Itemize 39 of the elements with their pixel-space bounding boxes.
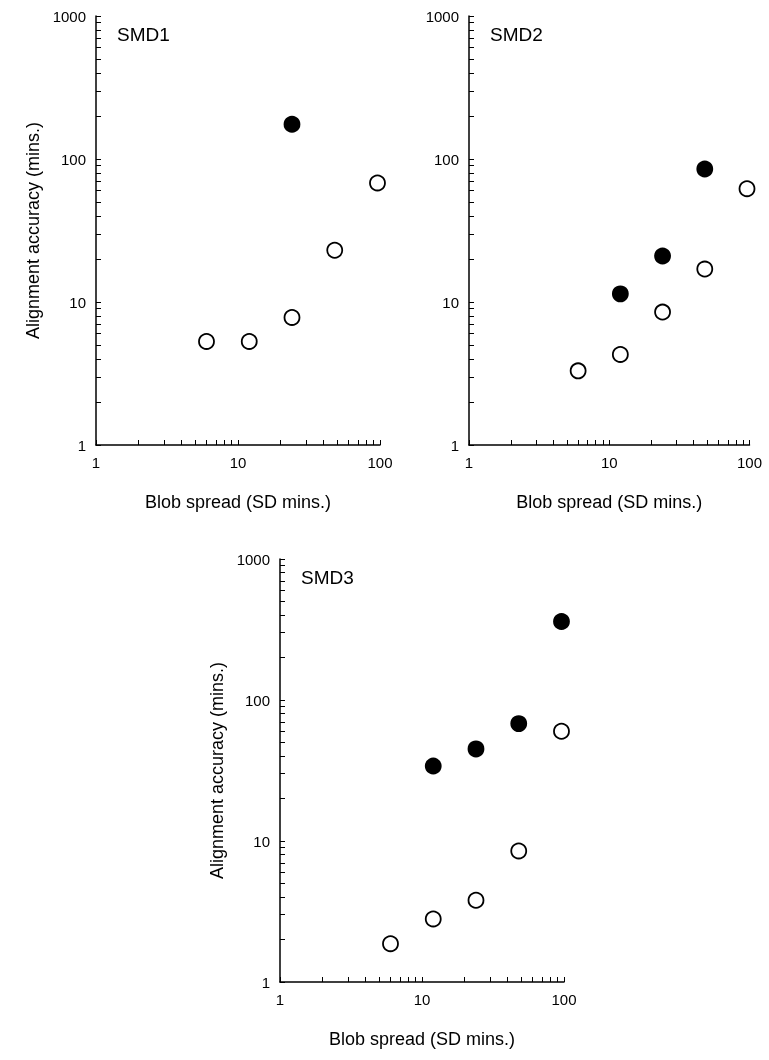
y-axis-title: Alignment accuracy (mins.): [206, 661, 227, 880]
chart-title: SMD1: [117, 24, 170, 45]
chart-title: SMD2: [490, 24, 543, 45]
y-tick-label: 1: [450, 436, 459, 454]
x-tick-label: 10: [413, 991, 431, 1008]
point: [326, 241, 344, 259]
y-axis-title: Alignment accuracy (mins.): [22, 121, 43, 340]
point: [283, 309, 301, 326]
y-tick-label: 1000: [425, 7, 459, 25]
point: [738, 180, 756, 198]
x-tick-label: 100: [551, 991, 577, 1008]
x-axis-title: Blob spread (SD mins.): [516, 492, 703, 512]
y-tick-label: 10: [69, 293, 86, 311]
point: [696, 260, 714, 278]
x-tick-label: 1: [275, 991, 285, 1008]
y-tick-label: 1: [261, 973, 270, 991]
x-axis-title: Blob spread (SD mins.): [144, 492, 332, 512]
y-tick-label: 1000: [236, 550, 270, 568]
y-tick-label: 100: [60, 150, 86, 168]
point: [654, 303, 671, 321]
point: [198, 333, 215, 350]
x-tick-label: 1: [91, 454, 101, 471]
x-tick-label: 100: [736, 454, 762, 471]
point: [569, 362, 587, 380]
y-tick-label: 1: [77, 436, 86, 454]
point: [240, 333, 258, 350]
point: [369, 174, 386, 192]
y-tick-label: 100: [433, 150, 459, 168]
x-axis-title: Blob spread (SD mins.): [328, 1029, 516, 1049]
x-tick-label: 10: [600, 454, 618, 471]
x-tick-label: 10: [229, 454, 247, 471]
x-tick-label: 1: [464, 454, 474, 471]
x-tick-label: 100: [367, 454, 393, 471]
chart-title: SMD3: [301, 567, 354, 588]
y-tick-label: 1000: [52, 7, 86, 25]
y-tick-label: 10: [442, 293, 459, 311]
point: [611, 346, 629, 363]
y-tick-label: 10: [253, 832, 270, 850]
y-tick-label: 100: [244, 691, 270, 709]
